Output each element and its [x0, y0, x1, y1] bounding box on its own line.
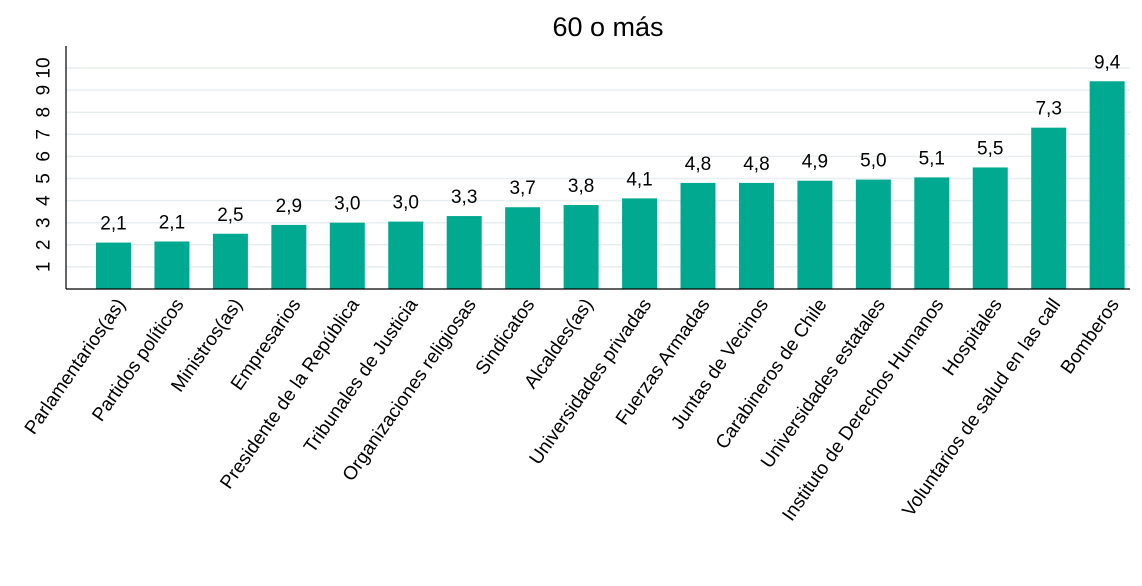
data-label: 4,8: [743, 154, 769, 175]
data-label: 2,5: [217, 205, 243, 226]
bar: [972, 167, 1008, 289]
category-label: Parlamentarios(as): [21, 295, 130, 439]
y-tick-label: 2: [34, 240, 55, 251]
data-label: 7,3: [1035, 99, 1061, 120]
bar: [154, 241, 190, 289]
bar: [855, 179, 891, 289]
bars: [96, 81, 1125, 289]
bar: [914, 177, 950, 289]
data-labels: 2,1 2,1 2,5 2,9 3,0 3,0 3,3 3,7 3,8 4,1 4,8 4,8 4,9 5…: [100, 52, 1120, 234]
data-label: 4,8: [685, 154, 711, 175]
y-tick-label: 1: [34, 262, 55, 273]
bar: [505, 207, 541, 289]
bar: [388, 221, 424, 289]
data-label: 2,1: [159, 212, 185, 233]
y-tick-label: 5: [34, 173, 55, 184]
data-label: 4,1: [626, 169, 652, 190]
category-label: Bomberos: [1057, 295, 1124, 378]
category-label: Sindicatos: [472, 295, 539, 379]
category-label: Carabineros de Chile: [712, 295, 832, 453]
data-label: 2,1: [100, 214, 126, 235]
bar: [1031, 127, 1067, 289]
bar: [738, 182, 774, 289]
data-label: 3,8: [568, 176, 594, 197]
bar: [622, 198, 658, 289]
data-label: 5,5: [977, 138, 1003, 159]
y-tick-label: 8: [34, 107, 55, 118]
y-tick-label: 7: [34, 129, 55, 140]
data-label: 9,4: [1094, 52, 1121, 73]
bar: [96, 242, 131, 289]
y-tick-label: 10: [34, 57, 55, 78]
y-tick-label: 9: [34, 85, 55, 96]
data-label: 5,0: [860, 151, 886, 172]
category-label: Tribunales de Justicia: [300, 295, 422, 457]
bar: [329, 222, 365, 289]
bar: [212, 233, 248, 289]
bar: [563, 205, 599, 289]
bar: [1089, 81, 1125, 289]
data-label: 3,3: [451, 187, 477, 208]
y-tick-label: 4: [34, 195, 55, 206]
data-label: 3,0: [393, 193, 419, 214]
bar: [797, 180, 833, 289]
data-label: 3,7: [509, 178, 535, 199]
y-tick-label: 3: [34, 217, 55, 228]
y-tick-label: 6: [34, 151, 55, 162]
chart-title: 60 o más: [552, 12, 663, 42]
y-axis-ticks: 1 2 3 4 5 6 7 8 9 10: [34, 57, 55, 272]
data-label: 3,0: [334, 194, 360, 215]
bar: [680, 182, 716, 289]
bar: [271, 224, 307, 289]
data-label: 5,1: [919, 148, 945, 169]
data-label: 4,9: [802, 152, 828, 173]
data-label: 2,9: [276, 196, 302, 217]
category-labels: Parlamentarios(as)Partidos políticosMini…: [21, 295, 1124, 525]
bar: [446, 216, 482, 289]
